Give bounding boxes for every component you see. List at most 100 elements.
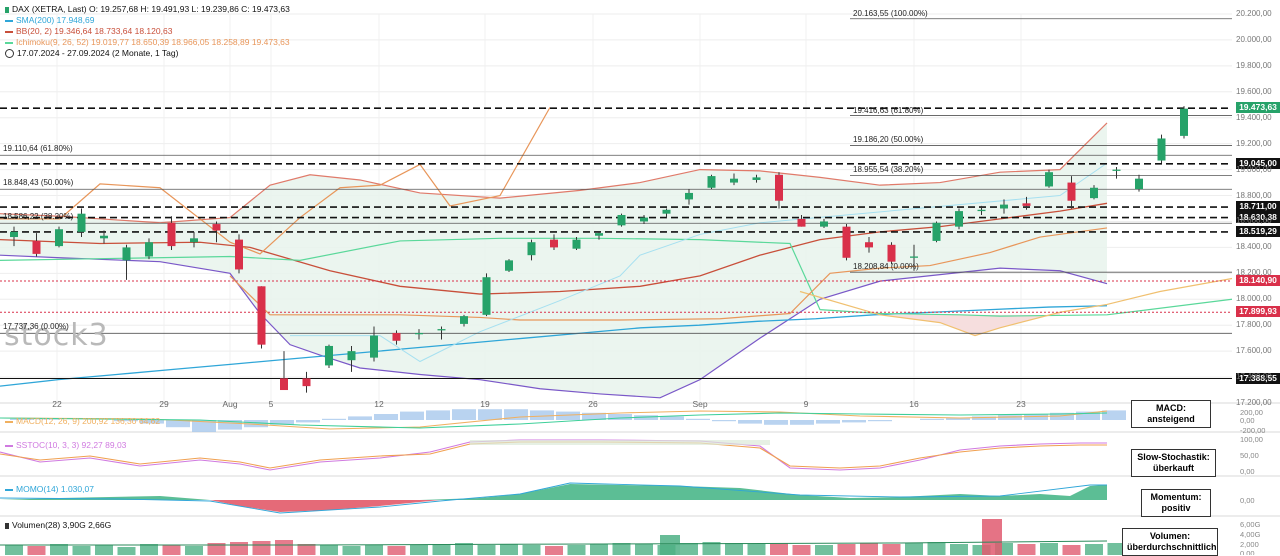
x-tick-label: 16 (909, 399, 919, 409)
level-lines (0, 18, 1232, 380)
volume-bar (567, 545, 586, 555)
y-tick-label: 19.000,00 (1236, 164, 1272, 174)
macd-histogram-bar (582, 412, 606, 420)
candle-body (730, 178, 738, 183)
candle-body (10, 231, 18, 238)
line-icon (5, 444, 13, 447)
candle-body (910, 256, 918, 258)
candle-body (932, 222, 941, 241)
volume-bar (815, 545, 833, 555)
legend-volume-text: Volumen(28) 3,90G 2,66G (12, 520, 112, 530)
candle-body (77, 213, 86, 232)
x-tick-label: 29 (159, 399, 169, 409)
candle-body (797, 218, 806, 227)
ichimoku-span-b-line (799, 277, 1233, 337)
volume-bar (792, 545, 811, 555)
candle-body (1157, 138, 1166, 161)
fib-label: 17.737,36 (0.00%) (3, 322, 69, 332)
volume-bar (320, 545, 338, 555)
candle-body (145, 242, 153, 257)
sub-indicator-panels (0, 409, 1193, 555)
candle-body (347, 351, 356, 361)
x-tick-label: 9 (804, 399, 809, 409)
y-tick-label: 17.600,00 (1236, 346, 1272, 356)
y-tick-label: 18.800,00 (1236, 190, 1272, 200)
macd-histogram-bar (478, 409, 502, 420)
line-icon (5, 420, 13, 423)
volume-bar (1017, 544, 1036, 555)
momentum-positive-area (0, 484, 1107, 500)
macd-histogram-bar (998, 415, 1022, 420)
x-tick-label: Aug (222, 399, 237, 409)
volume-bar (725, 543, 743, 555)
macd-histogram-bar (374, 414, 398, 420)
price-level-tag: 18.519,29 (1236, 225, 1280, 237)
legend-sma: SMA(200) 17.948,69 (5, 15, 94, 26)
macd-histogram-bar (608, 414, 632, 420)
fib-label: 19.186,20 (50.00%) (853, 135, 924, 145)
price-level-tag: 18.711,00 (1236, 201, 1280, 213)
fib-label: 19.110,64 (61.80%) (3, 144, 73, 154)
macd-histogram-bar (946, 417, 970, 420)
vol-status-box: Volumen: überdurchschnittlich (1122, 528, 1218, 556)
y-tick-label: 20.000,00 (1236, 34, 1272, 44)
macd-histogram-bar (1050, 412, 1074, 420)
volume-bar (5, 545, 23, 555)
macd-histogram-bar (270, 420, 294, 425)
indicator-areas (0, 122, 1107, 398)
candle-body (1045, 172, 1053, 187)
volume-bar (545, 546, 563, 555)
x-tick-label: 5 (269, 399, 274, 409)
stoch-overbought-zone (470, 440, 770, 445)
candle-body (662, 209, 671, 214)
x-tick-label: 12 (374, 399, 384, 409)
line-icon (5, 30, 13, 33)
macd-histogram-bar (400, 411, 424, 420)
legend-sstoc: SSTOC(10, 3, 3) 92,27 89,03 (5, 440, 126, 451)
candle-body (482, 277, 491, 315)
volume-bar (927, 542, 946, 555)
candles (10, 106, 1188, 393)
macd-line (0, 410, 1108, 430)
macd-histogram-bar (686, 418, 710, 420)
legend-ichimoku-text: Ichimoku(9, 26, 52) 19.019,77 18.650,39 … (16, 37, 290, 47)
macd-histogram-bar (1102, 410, 1126, 420)
volume-bar (297, 544, 316, 555)
macd-histogram-bar (114, 420, 138, 422)
fib-label: 20.163,55 (100.00%) (853, 8, 928, 18)
macd-histogram-bar (426, 410, 450, 420)
volume-bar (972, 545, 991, 555)
volume-bar (162, 545, 181, 555)
volume-tick-label: 2,000 (1240, 540, 1259, 549)
macd-histogram-bar (504, 409, 528, 420)
price-level-tag: 17.388,55 (1236, 372, 1280, 384)
volume-bar (342, 546, 361, 555)
y-tick-label: 18.400,00 (1236, 242, 1272, 252)
legend-period: 17.07.2024 - 27.09.2024 (2 Monate, 1 Tag… (5, 48, 178, 59)
volume-bar (1062, 545, 1081, 555)
vol-box-line1: Volumen: (1149, 531, 1191, 541)
macd-histogram-bar (452, 409, 476, 420)
candle-body (820, 221, 828, 227)
volume-bar (72, 546, 91, 555)
stoch-tick-label: 50,00 (1240, 451, 1259, 460)
volume-bar (50, 544, 68, 555)
candle-body (212, 224, 221, 231)
volume-bar (410, 545, 428, 555)
clock-icon (5, 49, 14, 59)
volume-bar (432, 544, 451, 555)
candle-body (685, 192, 693, 200)
momo-box-line2: positiv (1161, 503, 1191, 513)
macd-histogram-bar (10, 418, 34, 420)
candle-body (100, 235, 108, 239)
volume-bar (1040, 543, 1058, 555)
y-tick-label: 20.200,00 (1236, 9, 1272, 18)
macd-histogram-bar (712, 420, 736, 422)
price-level-tag: 19.473,63 (1236, 102, 1280, 114)
candle-body (1112, 169, 1121, 171)
y-tick-label: 18.200,00 (1236, 268, 1272, 278)
ichimoku-cloud (880, 312, 1060, 336)
volume-bar (365, 545, 383, 555)
legend-ichimoku: Ichimoku(9, 26, 52) 19.019,77 18.650,39 … (5, 37, 290, 48)
volume-bar (702, 542, 721, 555)
